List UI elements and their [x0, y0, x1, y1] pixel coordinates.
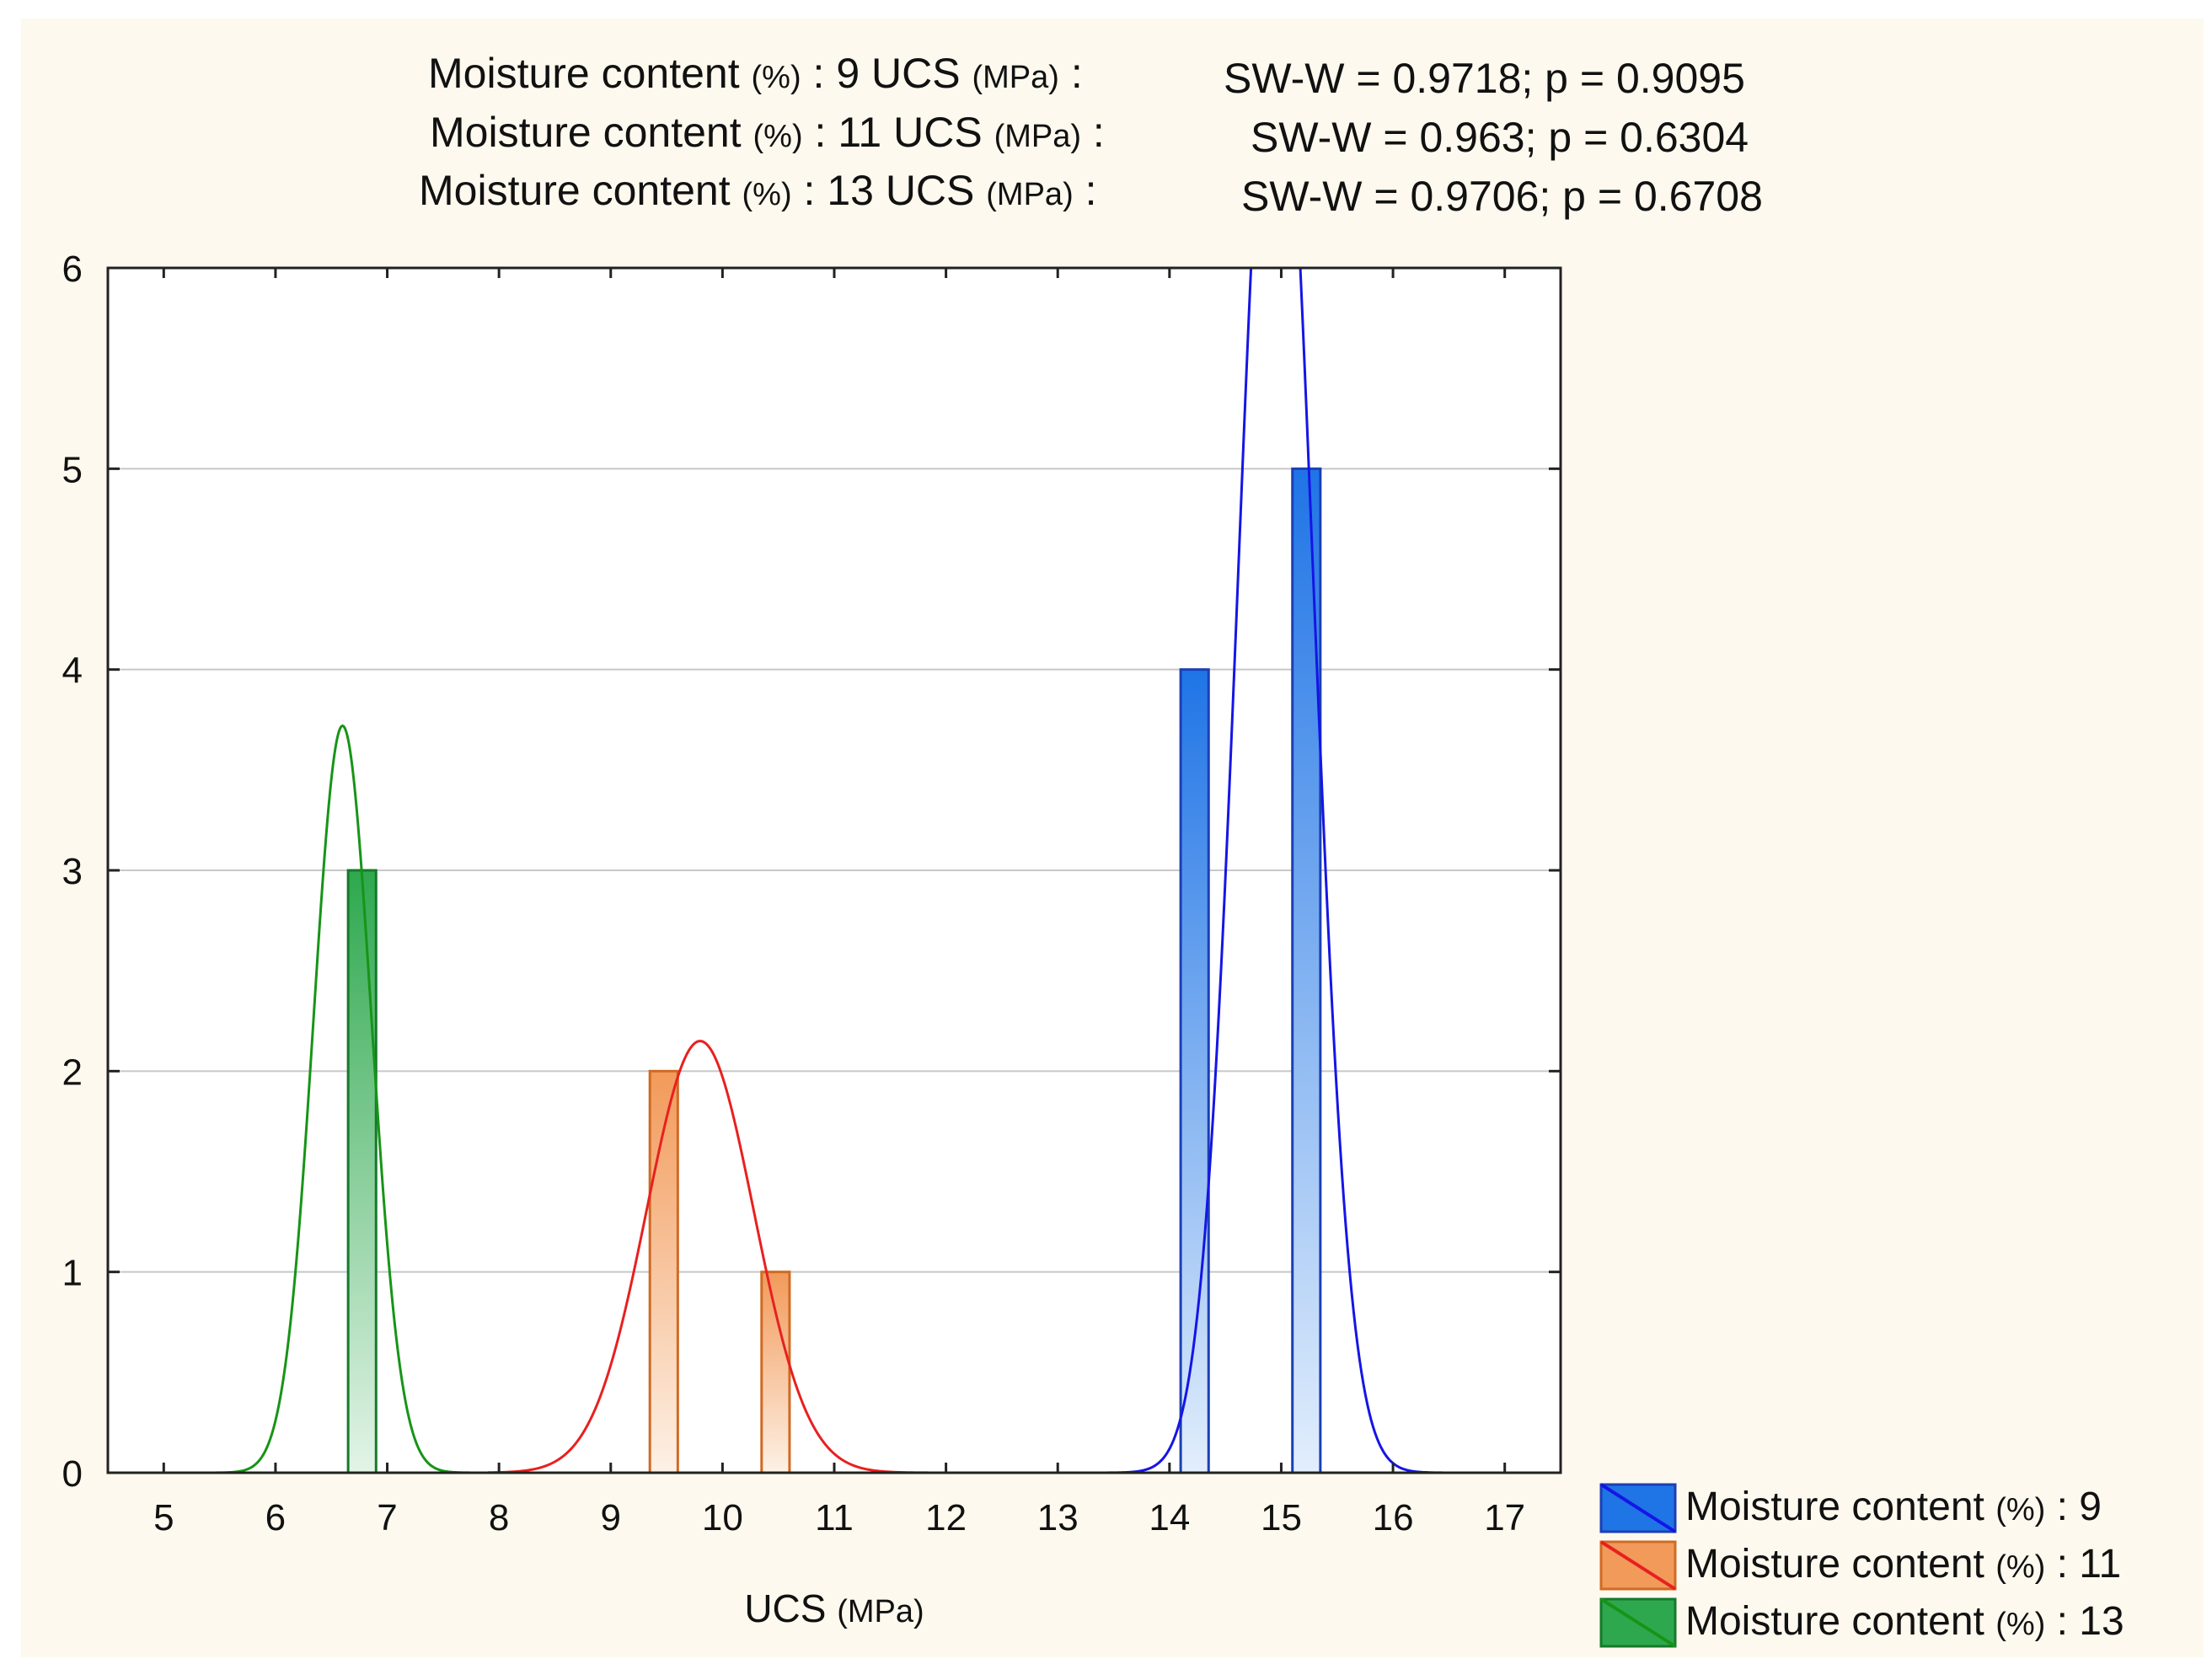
chart-header: Moisture content (%) : 9 UCS (MPa) : SW-… — [419, 50, 1763, 220]
legend-item-mc-9[interactable]: Moisture content (%) : 9 — [1599, 1483, 2102, 1533]
x-tick-label-14: 14 — [1149, 1497, 1190, 1538]
x-tick-label-15: 15 — [1261, 1497, 1302, 1538]
y-tick-label-5: 5 — [62, 449, 83, 490]
bar-series-2-0[interactable] — [346, 869, 378, 1474]
x-tick-label-6: 6 — [265, 1497, 286, 1538]
legend-label-mc-13: Moisture content (%) : 13 — [1685, 1599, 2124, 1644]
x-tick-label-16: 16 — [1373, 1497, 1414, 1538]
histogram-bars — [346, 467, 1322, 1474]
header-line-2-label: Moisture content (%) : 11 UCS (MPa) : — [430, 109, 1105, 156]
curve-series-2 — [208, 724, 494, 1473]
header-line-3-label: Moisture content (%) : 13 UCS (MPa) : — [419, 167, 1097, 214]
y-tick-label-6: 6 — [62, 249, 83, 290]
legend-swatch-line-mc-9 — [1599, 1483, 1677, 1533]
legend-item-mc-13[interactable]: Moisture content (%) : 13 — [1599, 1597, 2124, 1648]
legend-label-mc-11: Moisture content (%) : 11 — [1685, 1542, 2121, 1586]
x-tick-label-13: 13 — [1037, 1497, 1079, 1538]
header-line-3-stat: SW-W = 0.9706; p = 0.6708 — [1241, 173, 1763, 220]
x-tick-label-17: 17 — [1484, 1497, 1525, 1538]
x-tick-label-7: 7 — [377, 1497, 397, 1538]
x-tick-label-5: 5 — [153, 1497, 174, 1538]
legend-swatch-line-mc-11 — [1599, 1540, 1677, 1591]
legend-label-mc-9: Moisture content (%) : 9 — [1685, 1485, 2102, 1529]
x-axis-title: UCS (MPa) — [744, 1586, 924, 1630]
x-tick-label-12: 12 — [925, 1497, 967, 1538]
y-tick-label-4: 4 — [62, 650, 83, 692]
header-line-2-stat: SW-W = 0.963; p = 0.6304 — [1251, 114, 1749, 161]
y-tick-label-3: 3 — [62, 851, 83, 892]
y-tick-label-0: 0 — [62, 1453, 83, 1495]
legend-item-mc-11[interactable]: Moisture content (%) : 11 — [1599, 1540, 2121, 1591]
header-line-1-stat: SW-W = 0.9718; p = 0.9095 — [1224, 55, 1745, 102]
header-line-1-label: Moisture content (%) : 9 UCS (MPa) : — [428, 50, 1083, 97]
legend[interactable]: Moisture content (%) : 9 Moisture conten… — [1599, 1483, 2124, 1648]
x-tick-label-9: 9 — [601, 1497, 621, 1538]
y-tick-label-1: 1 — [62, 1253, 83, 1294]
bar-series-1-1[interactable] — [760, 1271, 791, 1474]
y-tick-label-2: 2 — [62, 1051, 83, 1093]
x-tick-label-11: 11 — [815, 1497, 854, 1538]
x-tick-label-8: 8 — [489, 1497, 509, 1538]
legend-swatch-line-mc-13 — [1599, 1597, 1677, 1648]
bar-series-0-0[interactable] — [1179, 668, 1210, 1474]
x-tick-label-10: 10 — [702, 1497, 743, 1538]
curve-series-1 — [487, 1040, 935, 1473]
